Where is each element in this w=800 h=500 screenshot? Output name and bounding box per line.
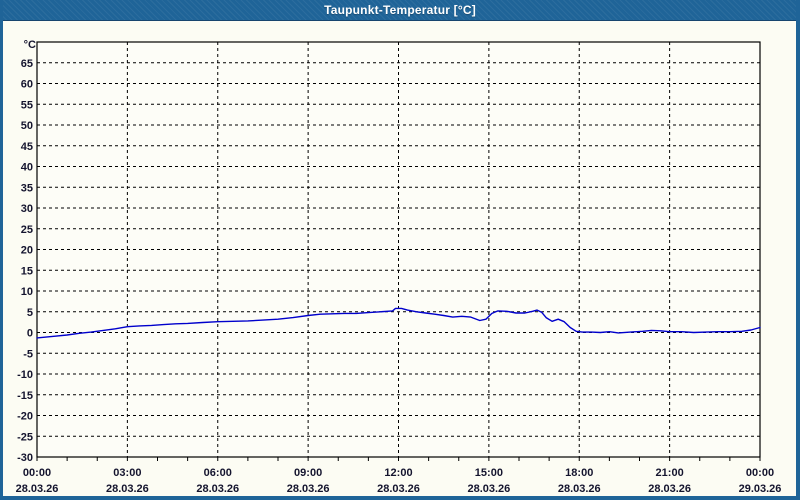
x-axis-labels: 00:00 28.03.26 03:00 28.03.26 06:00 28.03.26 0…	[16, 467, 782, 495]
y-tick-label: 45	[21, 141, 33, 153]
chart-area: °C 65 60 55 50 45 40 35 30 25 20 15 10 5 0 -5 -10 -15 -20-…	[3, 21, 796, 496]
y-tick-label: -20	[17, 411, 33, 423]
y-tick-label: 15	[21, 265, 33, 277]
y-tick-label: -10	[17, 369, 33, 381]
data-series	[36, 307, 761, 339]
x-tick-date: 28.03.26	[196, 483, 239, 495]
y-tick-label: -25	[17, 431, 33, 443]
x-minor-ticks	[36, 457, 761, 461]
y-tick-label: 50	[21, 120, 33, 132]
y-tick-label: 35	[21, 182, 33, 194]
y-tick-label: 5	[27, 307, 33, 319]
x-tick-date: 28.03.26	[377, 483, 420, 495]
y-tick-label: 30	[21, 203, 33, 215]
x-tick-time: 09:00	[294, 467, 322, 479]
x-tick-time: 03:00	[113, 467, 141, 479]
x-tick-date: 28.03.26	[287, 483, 330, 495]
y-tick-label: -30	[17, 452, 33, 464]
y-tick-label: 55	[21, 99, 33, 111]
x-tick-date: 28.03.26	[16, 483, 59, 495]
x-tick-date: 28.03.26	[106, 483, 149, 495]
x-tick-time: 15:00	[475, 467, 503, 479]
x-tick-date: 28.03.26	[467, 483, 510, 495]
y-tick-label: -5	[23, 348, 33, 360]
y-tick-label: -15	[17, 390, 33, 402]
window-title: Taupunkt-Temperatur [°C]	[324, 3, 476, 17]
x-tick-time: 00:00	[746, 467, 774, 479]
y-axis-labels: °C65605550454035302520151050-5-10-15-20-…	[17, 39, 36, 464]
y-tick-label: 25	[21, 224, 33, 236]
y-tick-label: 65	[21, 58, 33, 70]
title-bar[interactable]: Taupunkt-Temperatur [°C]	[3, 0, 796, 21]
y-tick-label: 60	[21, 79, 33, 91]
x-tick-date: 28.03.26	[648, 483, 691, 495]
x-tick-date: 28.03.26	[558, 483, 601, 495]
y-axis-unit: °C	[24, 39, 36, 51]
y-tick-label: 10	[21, 286, 33, 298]
plot-border	[36, 41, 761, 458]
y-tick-label: 20	[21, 245, 33, 257]
x-tick-time: 21:00	[656, 467, 684, 479]
series-line	[36, 307, 761, 339]
x-tick-time: 06:00	[204, 467, 232, 479]
y-tick-label: 40	[21, 162, 33, 174]
x-tick-time: 18:00	[565, 467, 593, 479]
x-tick-time: 00:00	[23, 467, 51, 479]
y-tick-label: 0	[27, 328, 33, 340]
chart-canvas: °C65605550454035302520151050-5-10-15-20-…	[16, 39, 782, 495]
x-tick-date: 29.03.26	[739, 483, 782, 495]
x-tick-time: 12:00	[384, 467, 412, 479]
